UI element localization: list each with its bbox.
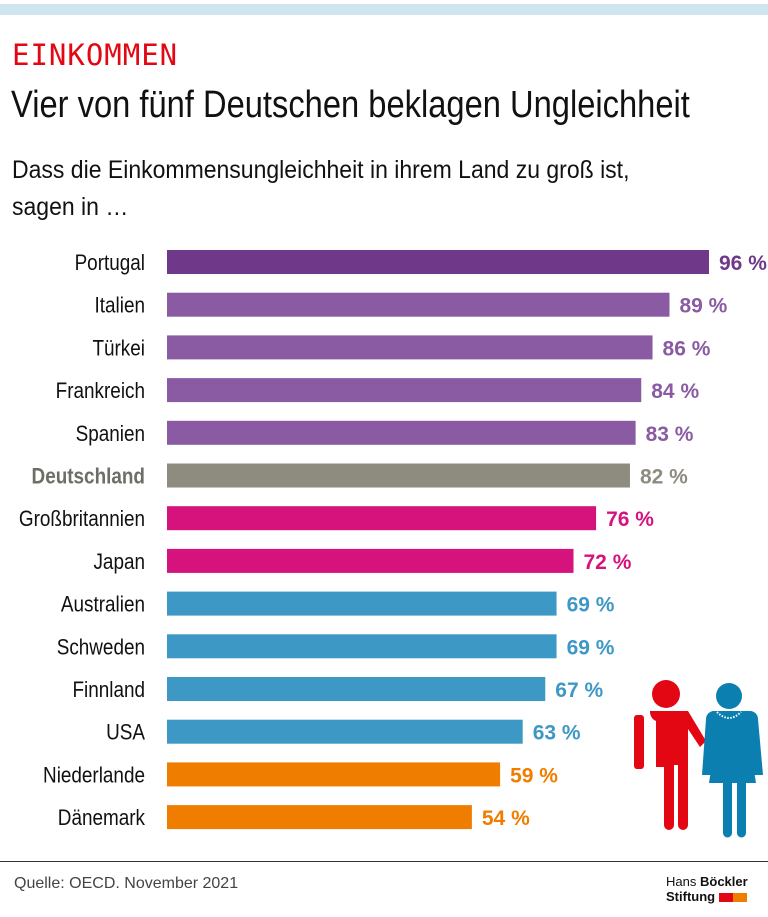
kicker: EINKOMMEN bbox=[12, 38, 179, 72]
category-label: Großbritannien bbox=[19, 507, 145, 532]
divider bbox=[0, 861, 768, 862]
bar bbox=[167, 292, 670, 317]
source-note: Quelle: OECD. November 2021 bbox=[14, 875, 239, 892]
bar bbox=[167, 548, 574, 573]
category-label: Schweden bbox=[57, 635, 145, 660]
bar bbox=[167, 762, 501, 787]
data-label: 72 % bbox=[584, 551, 632, 574]
bar bbox=[167, 805, 472, 830]
chart-subtitle: Dass die Einkommensungleichheit in ihrem… bbox=[12, 152, 629, 226]
woman-icon bbox=[702, 683, 763, 838]
category-label: Frankreich bbox=[56, 379, 145, 404]
data-label: 69 % bbox=[567, 594, 615, 617]
bar bbox=[167, 506, 597, 531]
data-label: 69 % bbox=[567, 636, 615, 659]
bar bbox=[167, 677, 546, 701]
data-label: 84 % bbox=[651, 380, 699, 403]
bar bbox=[167, 591, 557, 616]
category-label: Niederlande bbox=[43, 763, 145, 788]
data-label: 96 % bbox=[719, 252, 767, 275]
subtitle-line: sagen in … bbox=[12, 193, 129, 221]
hans-boeckler-logo: Hans Böckler Stiftung bbox=[666, 874, 748, 904]
bar bbox=[167, 463, 630, 488]
data-label: 76 % bbox=[606, 508, 654, 531]
category-label: Portugal bbox=[75, 251, 145, 276]
category-label: USA bbox=[106, 720, 145, 745]
category-label: Japan bbox=[93, 550, 145, 575]
chart-title: Vier von fünf Deutschen beklagen Ungleic… bbox=[11, 84, 690, 126]
data-label: 67 % bbox=[555, 679, 603, 702]
subtitle-line: Dass die Einkommensungleichheit in ihrem… bbox=[12, 156, 630, 184]
man-icon bbox=[634, 680, 706, 830]
data-label: 86 % bbox=[663, 337, 711, 360]
category-label: Spanien bbox=[76, 421, 145, 446]
data-label: 63 % bbox=[533, 722, 581, 745]
data-label: 89 % bbox=[679, 295, 727, 318]
bar bbox=[167, 378, 642, 403]
data-label: 54 % bbox=[482, 807, 530, 830]
category-label: Italien bbox=[95, 293, 145, 318]
bar bbox=[167, 420, 636, 445]
bar bbox=[167, 250, 709, 274]
category-label: Dänemark bbox=[58, 806, 146, 831]
bar bbox=[167, 335, 653, 360]
bar bbox=[167, 634, 557, 659]
data-label: 83 % bbox=[646, 423, 694, 446]
top-bar bbox=[0, 4, 768, 15]
category-label: Türkei bbox=[92, 336, 145, 361]
data-label: 82 % bbox=[640, 466, 688, 489]
data-label: 59 % bbox=[510, 764, 558, 787]
bar bbox=[167, 719, 523, 744]
category-label: Finnland bbox=[72, 678, 145, 703]
category-label: Australien bbox=[61, 592, 145, 617]
category-label: Deutschland bbox=[32, 464, 145, 489]
bar-chart: Portugal 96 % Italien 89 % Türkei 86 % Frankre… bbox=[19, 250, 767, 838]
